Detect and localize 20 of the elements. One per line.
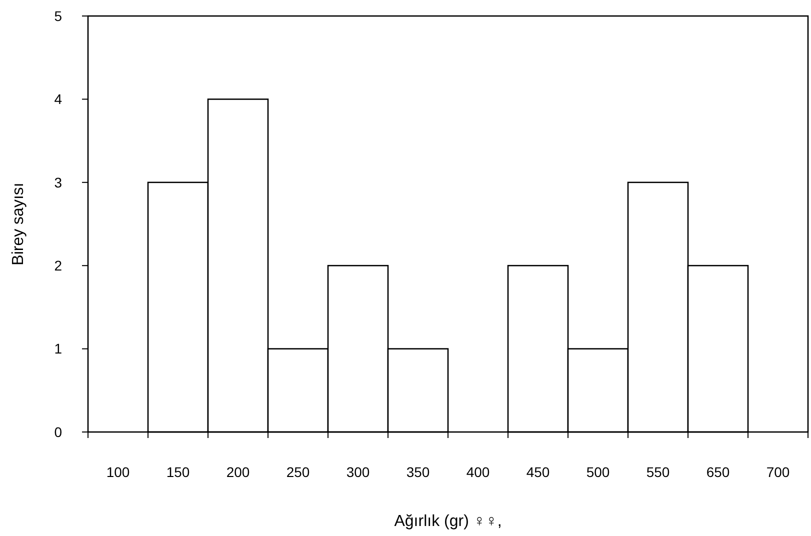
x-tick-label: 150 [166, 464, 190, 480]
y-tick-label: 2 [54, 258, 62, 274]
y-axis-title: Birey sayısı [10, 182, 27, 266]
x-tick-label: 250 [286, 464, 310, 480]
x-axis-title: Ağırlık (gr) ♀♀, [394, 513, 502, 530]
y-tick-label: 0 [54, 424, 62, 440]
y-tick-label: 1 [54, 340, 62, 357]
x-tick-label: 200 [226, 464, 250, 480]
x-tick-label: 400 [466, 464, 490, 480]
x-tick-label: 500 [586, 464, 610, 480]
y-tick-label: 5 [54, 8, 62, 24]
x-tick-label: 300 [346, 464, 370, 480]
x-tick-label: 650 [706, 464, 730, 480]
x-tick-label: 700 [766, 464, 790, 480]
x-tick-label: 100 [106, 464, 130, 480]
x-tick-label: 550 [646, 464, 670, 480]
x-tick-label: 450 [526, 464, 550, 480]
x-tick-label: 350 [406, 464, 430, 480]
y-tick-label: 3 [54, 174, 62, 190]
y-tick-label: 4 [54, 91, 62, 108]
